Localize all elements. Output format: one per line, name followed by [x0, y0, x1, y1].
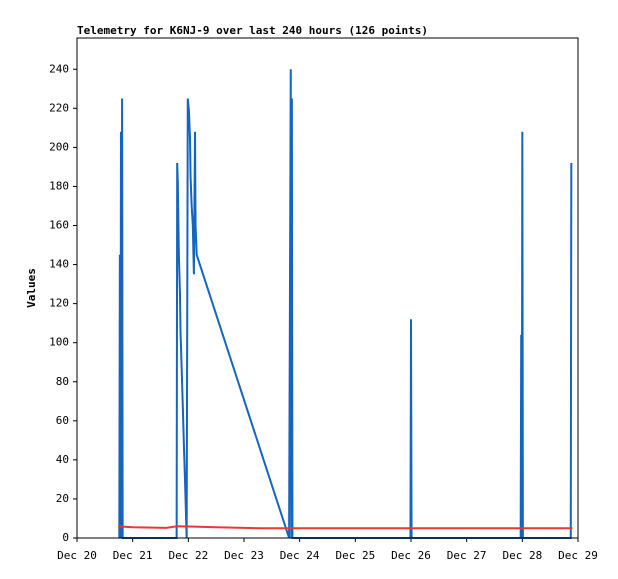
series-line — [118, 525, 573, 530]
y-tick-label: 60 — [56, 414, 69, 427]
y-tick-label: 140 — [49, 258, 69, 271]
x-tick-label: Dec 26 — [391, 549, 431, 562]
x-tick-label: Dec 29 — [558, 549, 598, 562]
y-tick-label: 180 — [49, 179, 69, 192]
y-tick-label: 0 — [62, 531, 69, 544]
series-line — [118, 69, 573, 539]
y-tick-label: 160 — [49, 219, 69, 232]
x-tick-label: Dec 21 — [113, 549, 153, 562]
x-tick-label: Dec 25 — [335, 549, 375, 562]
x-tick-label: Dec 27 — [447, 549, 487, 562]
y-tick-label: 100 — [49, 336, 69, 349]
y-tick-label: 20 — [56, 492, 69, 505]
y-tick-label: 240 — [49, 62, 69, 75]
y-tick-label: 120 — [49, 297, 69, 310]
y-tick-label: 220 — [49, 101, 69, 114]
x-tick-label: Dec 23 — [224, 549, 264, 562]
chart-title: Telemetry for K6NJ-9 over last 240 hours… — [77, 24, 428, 37]
y-tick-label: 80 — [56, 375, 69, 388]
x-tick-label: Dec 28 — [502, 549, 542, 562]
y-tick-label: 40 — [56, 453, 69, 466]
y-tick-label: 200 — [49, 140, 69, 153]
x-tick-label: Dec 24 — [280, 549, 320, 562]
x-tick-label: Dec 22 — [168, 549, 208, 562]
y-axis-label: Values — [25, 268, 38, 308]
x-tick-label: Dec 20 — [57, 549, 97, 562]
